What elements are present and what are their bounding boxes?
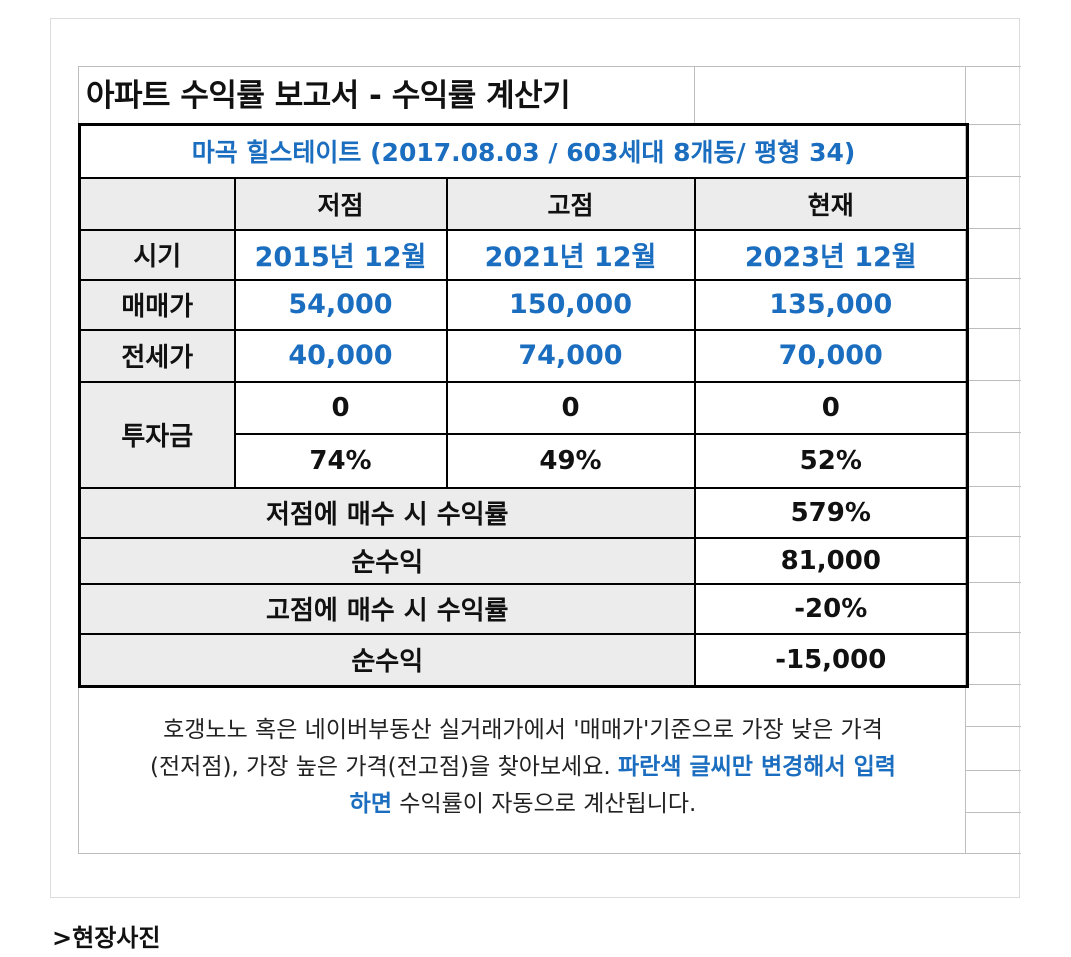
grid-line xyxy=(966,486,1021,487)
jeonse-ratio-high: 49% xyxy=(445,432,696,489)
jeonse-price-low[interactable]: 40,000 xyxy=(233,328,448,383)
grid-line xyxy=(966,632,1021,633)
sale-price-high[interactable]: 150,000 xyxy=(445,278,696,331)
section-heading-site-photos: >현장사진 xyxy=(52,924,161,952)
grid-line xyxy=(966,432,1021,433)
period-low[interactable]: 2015년 12월 xyxy=(233,228,448,281)
sale-price-low[interactable]: 54,000 xyxy=(233,278,448,331)
note-text-3: 수익률이 자동으로 계산됩니다. xyxy=(392,791,697,817)
grid-line xyxy=(966,278,1021,279)
investment-high: 0 xyxy=(445,380,696,435)
grid-line xyxy=(966,380,1021,381)
column-header-high: 고점 xyxy=(445,176,696,231)
grid-line xyxy=(966,812,1021,813)
report-title: 아파트 수익률 보고서 - 수익률 계산기 xyxy=(86,78,571,114)
summary-label-low-profit: 순수익 xyxy=(78,536,696,585)
row-label-sale-price: 매매가 xyxy=(78,278,236,331)
header-empty-cell xyxy=(78,176,236,231)
grid-line xyxy=(966,684,1021,685)
note-highlight-1: 파란색 글씨만 변경해서 입력 xyxy=(618,754,896,780)
apartment-info: 마곡 힐스테이트 (2017.08.03 / 603세대 8개동/ 평형 34) xyxy=(78,123,969,179)
summary-value-high-return: -20% xyxy=(693,582,969,635)
column-header-low: 저점 xyxy=(233,176,448,231)
note-text-2: (전저점), 가장 높은 가격(전고점)을 찾아보세요. xyxy=(150,754,618,780)
period-high[interactable]: 2021년 12월 xyxy=(445,228,696,281)
grid-line xyxy=(966,228,1021,229)
column-header-current: 현재 xyxy=(693,176,969,231)
note-highlight-2: 하면 xyxy=(349,791,392,817)
grid-line xyxy=(966,726,1021,727)
row-label-jeonse-price: 전세가 xyxy=(78,328,236,383)
summary-label-low-return: 저점에 매수 시 수익률 xyxy=(78,486,696,539)
grid-line xyxy=(966,176,1021,177)
return-calculator-table: 마곡 힐스테이트 (2017.08.03 / 603세대 8개동/ 평형 34)… xyxy=(78,123,970,688)
grid-line xyxy=(966,770,1021,771)
summary-label-high-return: 고점에 매수 시 수익률 xyxy=(78,582,696,635)
summary-value-low-return: 579% xyxy=(693,486,969,539)
period-current[interactable]: 2023년 12월 xyxy=(693,228,969,281)
investment-current: 0 xyxy=(693,380,969,435)
jeonse-ratio-low: 74% xyxy=(233,432,448,489)
summary-value-high-profit: -15,000 xyxy=(693,632,969,688)
grid-line xyxy=(966,124,1021,125)
grid-line xyxy=(966,536,1021,537)
sale-price-current[interactable]: 135,000 xyxy=(693,278,969,331)
jeonse-ratio-current: 52% xyxy=(693,432,969,489)
row-label-investment: 투자금 xyxy=(78,380,236,489)
summary-value-low-profit: 81,000 xyxy=(693,536,969,585)
note-text-1: 호갱노노 혹은 네이버부동산 실거래가에서 '매매가'기준으로 가장 낮은 가격 xyxy=(163,717,883,743)
grid-line xyxy=(966,328,1021,329)
grid-line xyxy=(694,66,695,124)
investment-low: 0 xyxy=(233,380,448,435)
instruction-note: 호갱노노 혹은 네이버부동산 실거래가에서 '매매가'기준으로 가장 낮은 가격… xyxy=(80,712,966,823)
summary-label-high-profit: 순수익 xyxy=(78,632,696,688)
grid-line xyxy=(966,582,1021,583)
jeonse-price-high[interactable]: 74,000 xyxy=(445,328,696,383)
jeonse-price-current[interactable]: 70,000 xyxy=(693,328,969,383)
row-label-period: 시기 xyxy=(78,228,236,281)
